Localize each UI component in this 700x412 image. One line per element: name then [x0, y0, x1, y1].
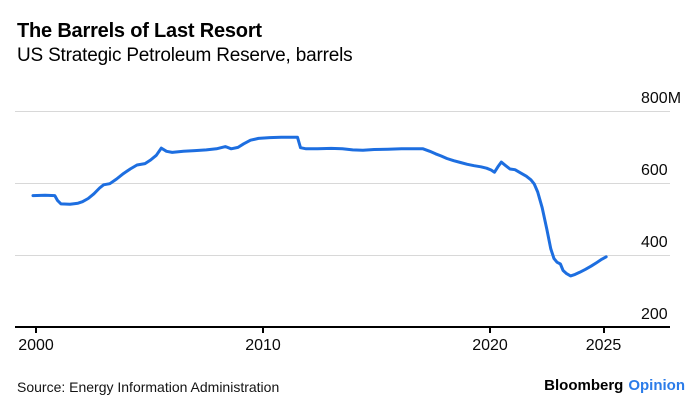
y-axis-label-200: 200	[641, 306, 668, 323]
x-axis-tick-2025	[602, 327, 605, 333]
x-axis-label-2020: 2020	[472, 337, 508, 354]
x-axis-label-2025: 2025	[585, 337, 622, 354]
chart-title: The Barrels of Last Resort	[17, 20, 262, 42]
x-axis-tick-2020	[489, 327, 491, 333]
x-axis-label-2000: 2000	[18, 337, 54, 354]
y-axis-label-400: 400	[641, 234, 668, 251]
gridline-400	[15, 255, 670, 256]
x-axis-baseline	[15, 326, 670, 328]
y-axis-label-800: 800M	[641, 90, 682, 107]
gridline-600	[15, 183, 670, 184]
x-axis-label-2010: 2010	[245, 337, 281, 354]
spr-line-series	[31, 135, 608, 278]
y-axis-label-600: 600	[641, 162, 668, 179]
source-note: Source: Energy Information Administratio…	[17, 379, 280, 395]
brand-opinion-wordmark: Opinion	[628, 377, 685, 394]
brand-bloomberg-wordmark: Bloomberg	[544, 377, 624, 394]
gridline-800	[15, 111, 670, 112]
x-axis-tick-2000	[35, 327, 37, 333]
brand-logo: Bloomberg Opinion	[544, 377, 685, 394]
x-axis-tick-2010	[262, 327, 264, 333]
chart-subtitle: US Strategic Petroleum Reserve, barrels	[17, 45, 353, 66]
